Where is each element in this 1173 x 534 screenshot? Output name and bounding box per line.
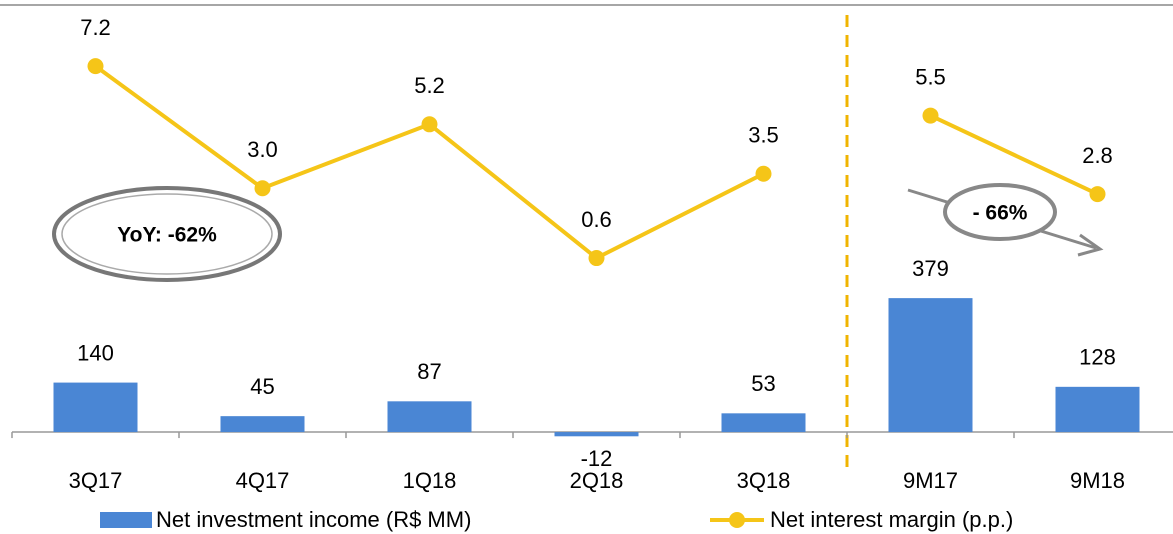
line <box>929 113 1099 196</box>
annotation-66: - 66% <box>907 183 1104 257</box>
line-marker <box>254 180 271 197</box>
bar <box>888 298 973 433</box>
bar <box>554 432 639 437</box>
bar-label: 45 <box>250 374 274 399</box>
bar <box>387 401 472 433</box>
legend-swatch <box>100 512 152 528</box>
line-label: 2.8 <box>1082 143 1113 168</box>
legend-label: Net investment income (R$ MM) <box>156 507 471 532</box>
line-marker <box>588 250 605 267</box>
bar-label: -12 <box>581 446 613 471</box>
line-label: 5.2 <box>414 73 445 98</box>
x-tick-label: 1Q18 <box>403 468 457 493</box>
x-tick-label: 2Q18 <box>570 468 624 493</box>
x-tick-label: 3Q18 <box>737 468 791 493</box>
line-marker <box>922 107 939 124</box>
bar-label: 128 <box>1079 345 1116 370</box>
line-marker <box>421 116 438 133</box>
legend-swatch <box>729 512 745 528</box>
legend-label: Net interest margin (p.p.) <box>770 507 1013 532</box>
line-label: 3.5 <box>748 123 779 148</box>
arrow-head <box>1077 233 1104 257</box>
line-label: 3.0 <box>247 137 278 162</box>
bar-label: 53 <box>751 371 775 396</box>
bar-label: 379 <box>912 256 949 281</box>
line-marker <box>87 58 104 75</box>
line-marker <box>1089 186 1106 203</box>
annotation-ellipse <box>943 183 1057 241</box>
bar-label: 140 <box>77 340 114 365</box>
bar <box>1055 386 1140 433</box>
x-tick-label: 4Q17 <box>236 468 290 493</box>
annotation-yoy: YoY: -62% <box>52 186 282 282</box>
line-label: 5.5 <box>915 64 946 89</box>
bar <box>220 416 305 433</box>
x-tick-label: 9M18 <box>1070 468 1125 493</box>
bar-label: 87 <box>417 359 441 384</box>
bar <box>53 382 138 433</box>
bar <box>721 413 806 433</box>
line-label: 7.2 <box>80 15 111 40</box>
line-marker <box>755 165 772 182</box>
annotation-text: - 66% <box>973 202 1028 225</box>
annotation-text: YoY: -62% <box>117 224 217 247</box>
annotation-ellipse <box>61 193 273 275</box>
line-label: 0.6 <box>581 207 612 232</box>
x-tick-label: 9M17 <box>903 468 958 493</box>
legend: Net investment income (R$ MM) Net interes… <box>100 507 1013 532</box>
x-tick-label: 3Q17 <box>69 468 123 493</box>
annotation-ellipse <box>52 186 282 282</box>
